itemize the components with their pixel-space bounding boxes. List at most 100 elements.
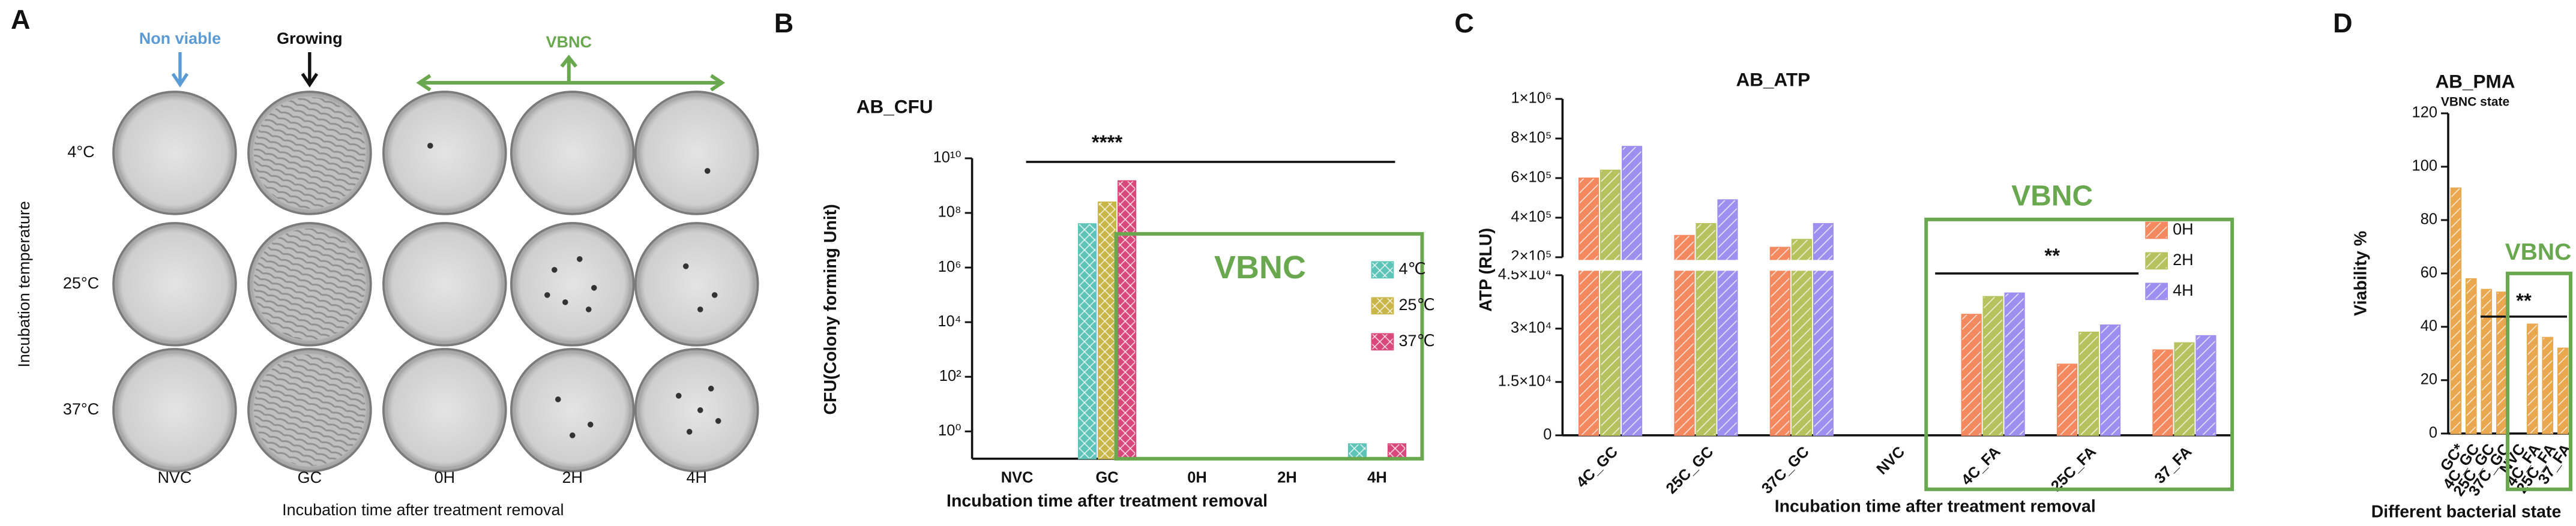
significance-label: **** <box>1092 131 1123 154</box>
axis-break <box>1508 260 1869 271</box>
plate-rim <box>514 94 631 212</box>
bar <box>1599 169 1621 436</box>
y-axis-label: Viability % <box>2352 231 2371 316</box>
bar <box>2450 187 2462 434</box>
legend-swatch <box>2145 221 2168 239</box>
panel-letter: C <box>1454 8 1473 38</box>
colony <box>555 396 561 402</box>
colony <box>682 263 689 269</box>
bar <box>2056 363 2078 436</box>
vbnc-box-label: VBNC <box>1214 250 1306 285</box>
legend-swatch <box>1371 333 1394 351</box>
colony <box>715 418 721 424</box>
y-axis-label: Incubation temperature <box>15 201 33 368</box>
arrow <box>416 55 726 92</box>
y-tick-label: 0 <box>1543 426 1551 443</box>
plate-rim <box>251 351 369 469</box>
bar <box>2557 347 2569 434</box>
plate-rim <box>638 351 755 469</box>
column-label: NVC <box>157 468 191 486</box>
bar <box>1117 180 1137 459</box>
plate <box>510 348 635 473</box>
y-tick-label: 0 <box>2429 425 2437 441</box>
plate-rim <box>514 351 631 469</box>
plate <box>112 348 237 473</box>
x-axis-label: Incubation time after treatment removal <box>282 501 564 519</box>
growing-label: Growing <box>277 29 342 47</box>
bar <box>2174 342 2195 436</box>
plate-rim <box>251 94 369 212</box>
plate-rim <box>251 226 369 343</box>
significance-label: ** <box>2044 245 2060 267</box>
colony <box>569 432 576 438</box>
colony <box>544 292 550 298</box>
colony <box>585 306 592 312</box>
plate <box>112 91 237 215</box>
column-label: GC <box>298 468 322 486</box>
y-tick-label: 100 <box>2412 158 2438 175</box>
bar <box>1347 443 1367 459</box>
bar <box>1813 223 1834 436</box>
y-axis-label: CFU(Colony forming Unit) <box>821 204 840 414</box>
column-label: 0H <box>435 468 456 486</box>
y-tick-label: 10⁴ <box>937 313 961 330</box>
bar <box>1717 199 1738 436</box>
x-axis-label: Incubation time after treatment removal <box>1775 497 2096 516</box>
panel-letter: A <box>11 4 30 35</box>
chart-title: AB_PMA <box>2436 70 2515 92</box>
y-tick-label: 60 <box>2421 264 2437 281</box>
legend-swatch <box>1371 261 1394 279</box>
bar <box>2496 291 2508 434</box>
legend-label: 2H <box>2173 251 2194 269</box>
vbnc-box-label: VBNC <box>2011 181 2093 212</box>
y-tick-label: 10⁶ <box>938 259 961 275</box>
panel-letter: D <box>2333 8 2352 38</box>
chart-title: AB_ATP <box>1736 68 1810 90</box>
bar <box>1696 223 1717 436</box>
x-tick-label: 2H <box>1277 470 1297 486</box>
legend-label: 37℃ <box>1398 332 1434 350</box>
x-tick-label: 0H <box>1187 470 1207 486</box>
bar <box>2004 292 2025 436</box>
row-label: 4°C <box>67 143 94 161</box>
y-tick-label: 8×10⁵ <box>1511 130 1551 146</box>
bar <box>1961 314 1982 436</box>
colony <box>708 386 714 392</box>
y-tick-label: 10⁰ <box>938 422 961 439</box>
colony <box>576 256 583 262</box>
x-tick-label: GC <box>1095 470 1118 486</box>
x-tick-label: 37C_GC <box>1759 443 1813 497</box>
plate <box>112 222 237 347</box>
chart-subtitle: VBNC state <box>2441 95 2509 109</box>
bar <box>1769 247 1790 436</box>
x-axis-label: Different bacterial state <box>2371 502 2562 521</box>
colony <box>704 168 711 174</box>
x-tick-label: 4C_FA <box>1958 443 2004 489</box>
colony <box>711 292 718 298</box>
plate-rim <box>514 226 631 343</box>
bar <box>2099 324 2121 436</box>
legend-swatch <box>2145 282 2168 300</box>
bar <box>2542 336 2554 434</box>
vbnc-box-label: VBNC <box>2505 239 2571 265</box>
plate <box>510 91 635 215</box>
y-tick-label: 1.5×10⁴ <box>1498 373 1552 390</box>
plate-rim <box>116 351 233 469</box>
x-tick-label: NVC <box>1001 470 1034 486</box>
legend-label: 0H <box>2173 220 2194 238</box>
bar <box>1621 146 1643 436</box>
vbnc-box <box>1924 217 2234 491</box>
colony <box>686 429 693 435</box>
plate-growth <box>253 228 366 340</box>
plate <box>382 348 507 473</box>
plate-rim <box>638 94 755 212</box>
colony <box>675 393 682 399</box>
x-tick-label: 4H <box>1367 470 1387 486</box>
bar <box>1097 201 1117 459</box>
legend-label: 25℃ <box>1398 296 1434 314</box>
bar <box>1578 178 1599 436</box>
colony <box>697 306 703 312</box>
y-axis-label: ATP (RLU) <box>1476 228 1496 312</box>
